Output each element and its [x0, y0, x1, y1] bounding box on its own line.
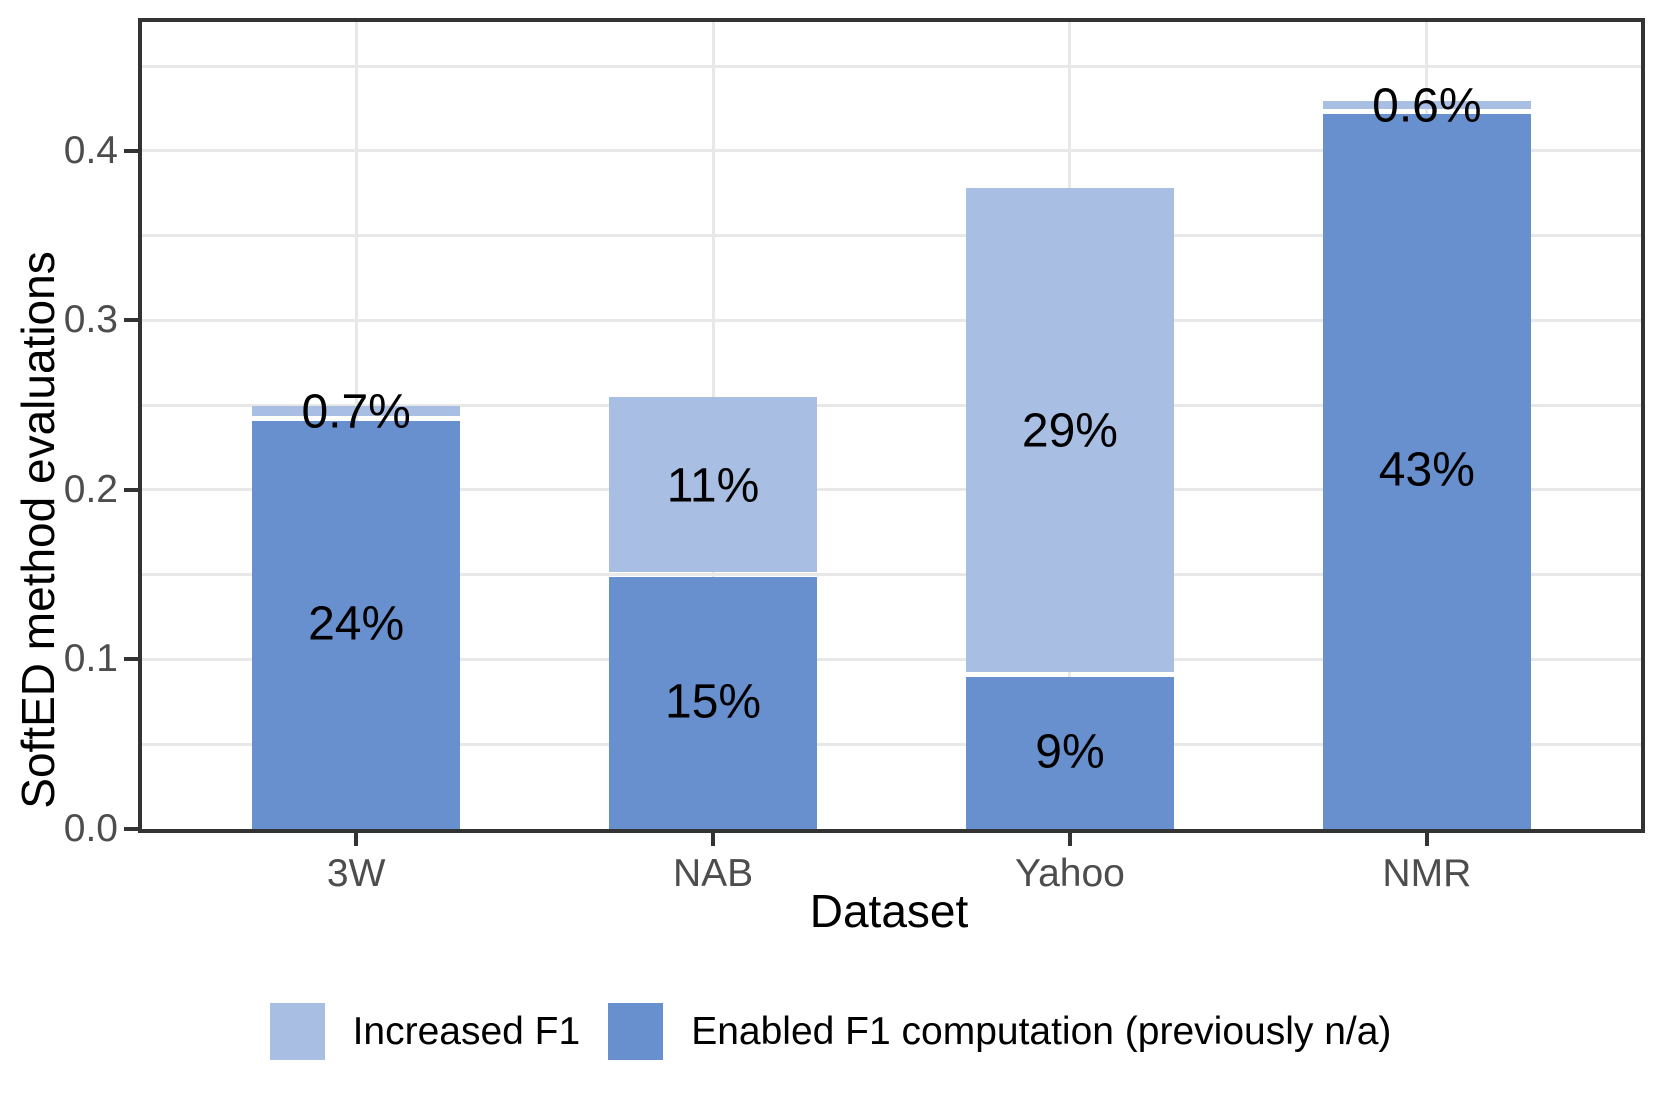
x-axis-tick [1424, 833, 1429, 846]
bar-segment-enabled [965, 677, 1174, 829]
bar-value-label: 24% [308, 597, 405, 651]
major-gridline [142, 149, 1641, 153]
y-axis-tick-label: 0.1 [63, 637, 118, 681]
legend-color-swatch [608, 1003, 664, 1060]
x-axis-title: Dataset [809, 885, 969, 937]
bar-segment-increased [609, 396, 818, 573]
bar-segment-increased [252, 406, 461, 417]
minor-gridline [142, 64, 1641, 68]
legend-label: Increased F1 [352, 1009, 581, 1053]
bar-value-label: 0.7% [301, 385, 411, 439]
x-axis-tick [1067, 833, 1072, 846]
y-axis-tick-label: 0.4 [63, 128, 118, 172]
plot-panel: 24% 0.7% 15% 11% 9% 29% 43% 0.6% [138, 18, 1645, 833]
y-axis-tick [124, 148, 138, 153]
x-axis-tick-label: NMR [1382, 852, 1472, 895]
x-axis-tick-label: 3W [326, 852, 386, 895]
bar-segment-increased [1322, 100, 1531, 110]
y-axis-tick [124, 318, 138, 323]
x-axis-tick [354, 833, 359, 846]
bar-value-label: 11% [666, 459, 760, 513]
y-axis-tick [124, 827, 138, 831]
x-axis-tick-label: NAB [672, 852, 754, 895]
minor-gridline [142, 573, 1641, 577]
minor-gridline [142, 403, 1641, 407]
major-gridline [142, 318, 1641, 322]
y-axis-tick [124, 487, 138, 492]
bar-segment-enabled [252, 421, 461, 829]
bar-segment-increased [965, 188, 1174, 673]
x-axis-tick-label: Yahoo [1014, 852, 1125, 895]
y-axis-tick-label: 0.2 [63, 467, 118, 511]
y-axis-tick [124, 657, 138, 662]
legend-label: Enabled F1 computation (previously n/a) [691, 1009, 1392, 1053]
bar-value-label: 29% [1021, 404, 1118, 458]
x-axis-tick [711, 833, 716, 846]
minor-gridline [142, 742, 1641, 746]
legend-color-swatch [269, 1003, 325, 1060]
bar-value-label: 0.6% [1372, 79, 1482, 133]
minor-gridline [142, 234, 1641, 238]
legend-item: Enabled F1 computation (previously n/a) [608, 1003, 1391, 1060]
y-axis-tick-label: 0.3 [63, 298, 118, 342]
bar-segment-enabled [609, 577, 818, 829]
bar-value-label: 43% [1378, 443, 1475, 497]
major-gridline [142, 657, 1641, 661]
y-axis-tick-label: 0.0 [63, 807, 118, 850]
bar-value-label: 15% [665, 675, 762, 729]
legend-item: Increased F1 [269, 1003, 581, 1060]
bar-value-label: 9% [1035, 725, 1105, 779]
major-gridline [142, 488, 1641, 492]
bar-segment-enabled [1322, 114, 1531, 829]
legend: Increased F1 Enabled F1 computation (prev… [0, 1003, 1661, 1060]
